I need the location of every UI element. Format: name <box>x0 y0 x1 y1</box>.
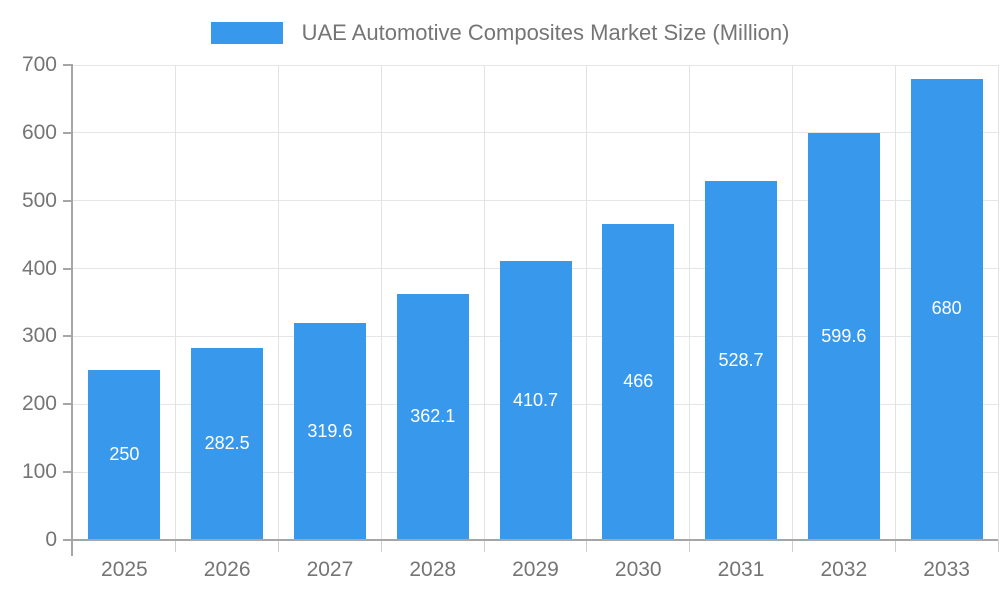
y-tick <box>63 267 73 270</box>
y-axis-label: 600 <box>21 120 57 144</box>
bar-value-label: 599.6 <box>821 325 867 346</box>
x-tick <box>278 540 280 552</box>
x-tick <box>997 540 999 552</box>
legend-label: UAE Automotive Composites Market Size (M… <box>301 20 790 45</box>
x-axis-label: 2027 <box>306 558 354 581</box>
y-axis-label: 300 <box>21 324 57 348</box>
category-gridline <box>175 65 177 540</box>
x-tick <box>483 540 485 552</box>
bar-value-label: 250 <box>109 444 140 465</box>
x-axis-label: 2029 <box>512 558 559 581</box>
x-axis-label: 2030 <box>614 558 662 581</box>
bar[interactable]: 680 <box>910 78 983 539</box>
x-axis-label: 2033 <box>923 558 970 581</box>
category-gridline <box>586 65 588 540</box>
x-tick <box>586 540 588 552</box>
bar[interactable]: 362.1 <box>396 294 469 539</box>
bar[interactable]: 250 <box>88 370 161 539</box>
y-tick <box>63 471 73 474</box>
x-tick <box>894 540 896 552</box>
bar-value-label: 410.7 <box>512 389 559 410</box>
y-tick <box>63 539 73 541</box>
bar[interactable]: 282.5 <box>191 348 264 539</box>
y-axis-line <box>71 65 73 556</box>
y-tick <box>63 403 73 406</box>
category-gridline <box>380 65 382 540</box>
bar-value-label: 680 <box>931 298 962 319</box>
y-tick <box>63 131 73 134</box>
legend-item[interactable]: UAE Automotive Composites Market Size (M… <box>0 16 1000 50</box>
x-axis-label: 2025 <box>101 558 148 581</box>
bar-value-label: 319.6 <box>307 420 353 441</box>
y-gridline <box>73 132 998 134</box>
bar-value-label: 466 <box>623 370 654 391</box>
y-axis-label: 200 <box>21 392 57 416</box>
bar-value-label: 362.1 <box>410 406 456 427</box>
y-axis-label: 500 <box>21 188 57 212</box>
x-axis-label: 2026 <box>203 558 251 581</box>
x-tick <box>689 540 691 552</box>
x-axis-line <box>73 539 998 541</box>
bar[interactable]: 528.7 <box>705 181 778 539</box>
y-tick <box>63 64 73 66</box>
category-gridline <box>791 65 793 540</box>
x-tick <box>380 540 382 552</box>
y-axis-label: 0 <box>45 528 57 551</box>
category-gridline <box>689 65 691 540</box>
bar[interactable]: 599.6 <box>807 133 880 539</box>
x-axis-label: 2032 <box>820 558 868 581</box>
y-tick <box>63 199 73 202</box>
category-gridline <box>894 65 896 540</box>
legend-swatch <box>210 22 283 44</box>
y-gridline <box>73 200 998 202</box>
bar[interactable]: 319.6 <box>293 323 366 539</box>
x-tick <box>791 540 793 552</box>
category-gridline <box>278 65 280 540</box>
bar[interactable]: 410.7 <box>499 261 572 539</box>
x-axis-label: 2031 <box>717 558 765 581</box>
y-tick <box>63 335 73 338</box>
bar[interactable]: 466 <box>602 223 675 539</box>
bar-value-label: 282.5 <box>204 433 250 454</box>
y-gridline <box>73 64 998 66</box>
y-axis-label: 400 <box>21 256 57 280</box>
x-axis-label: 2028 <box>409 558 457 581</box>
y-axis-label: 700 <box>21 53 57 76</box>
category-gridline <box>483 65 485 540</box>
category-gridline <box>997 65 999 540</box>
bar-value-label: 528.7 <box>718 349 764 370</box>
x-tick <box>175 540 177 552</box>
y-axis-label: 100 <box>21 460 57 484</box>
